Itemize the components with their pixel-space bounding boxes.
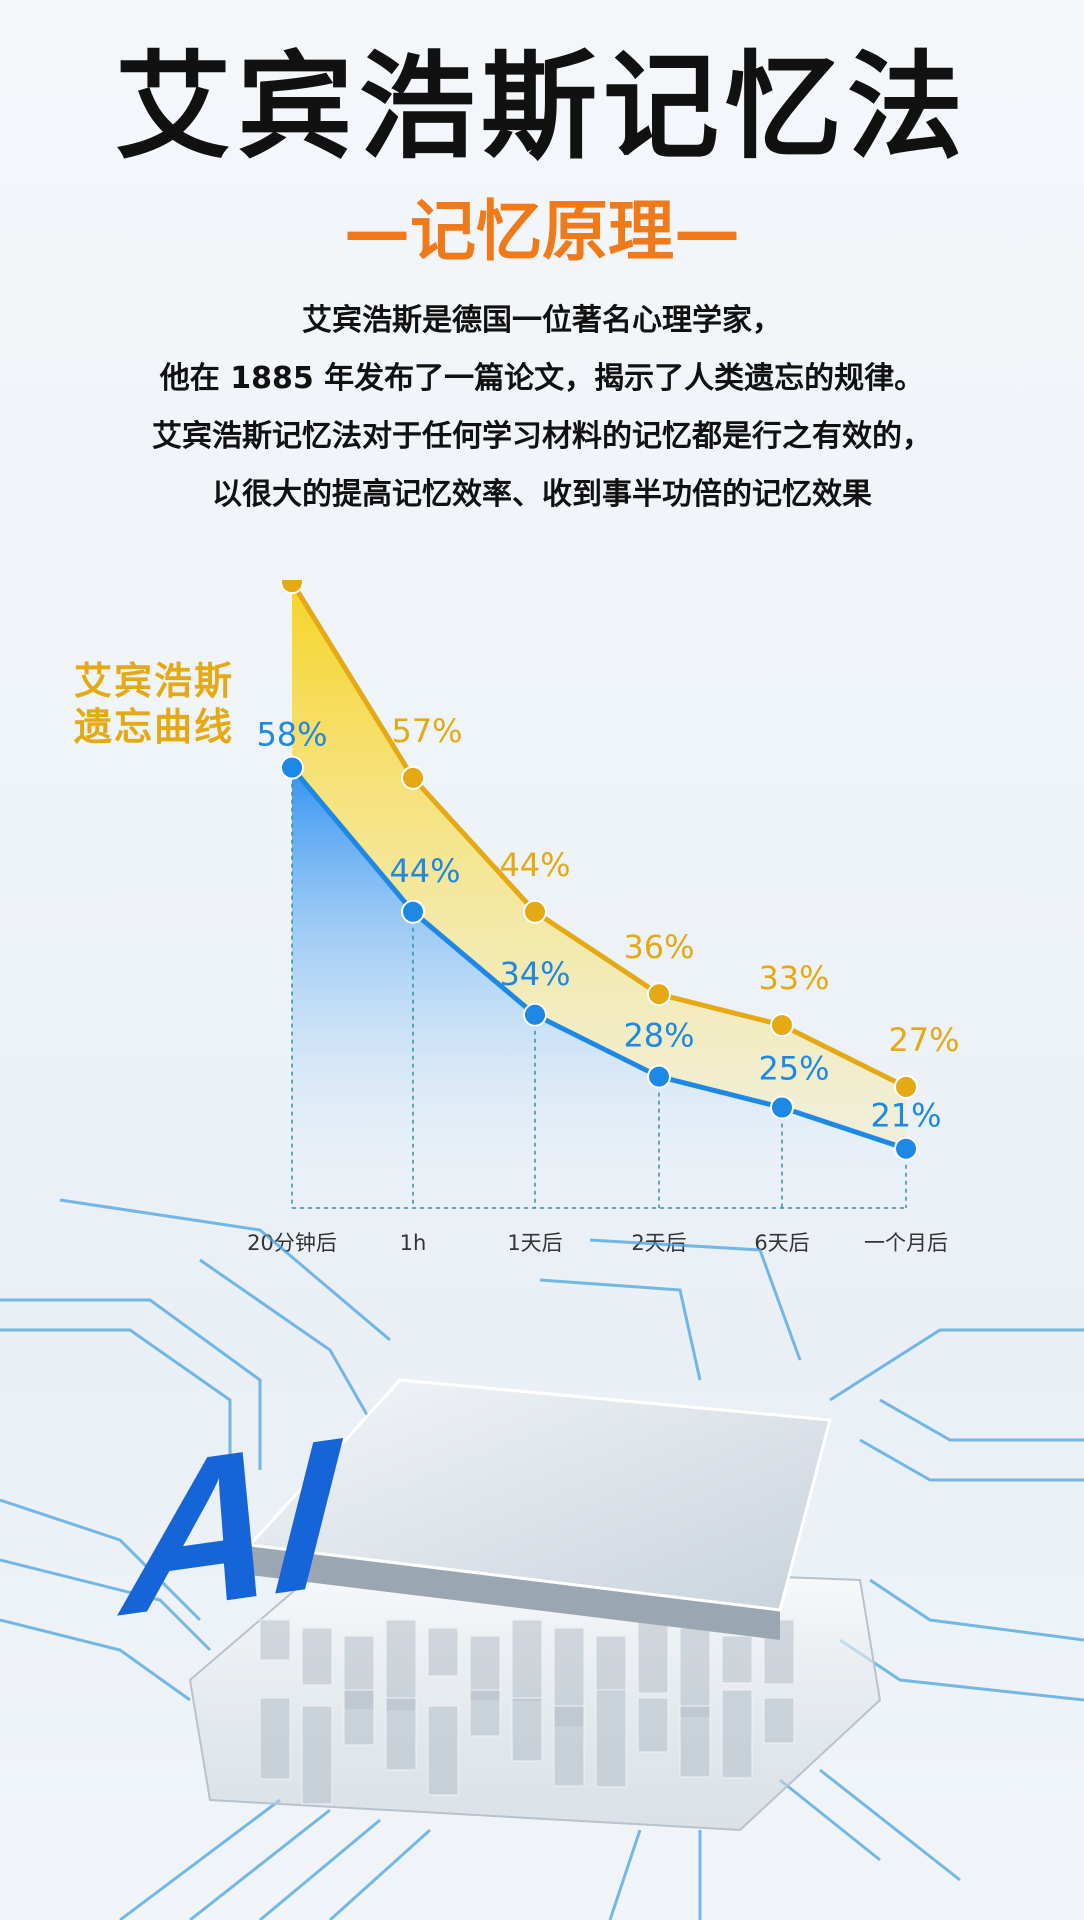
inner-block bbox=[511, 1697, 543, 1762]
chart-title-line: 艾宾浩斯 bbox=[74, 659, 235, 703]
data-point bbox=[523, 899, 547, 924]
circuit-trace bbox=[859, 1438, 1084, 1482]
inner-block bbox=[427, 1627, 459, 1677]
chart-labels: 76%57%44%36%33%27%58%44%34%28%25%21% bbox=[256, 712, 959, 1135]
ai-chip-label: AI bbox=[113, 1392, 346, 1661]
circuit-trace bbox=[0, 1328, 232, 1500]
data-point bbox=[894, 1074, 918, 1099]
data-label: 28% bbox=[623, 1017, 694, 1055]
inner-block bbox=[301, 1627, 333, 1686]
circuit-trace bbox=[879, 1398, 1084, 1442]
circuit-trace bbox=[0, 1558, 212, 1652]
inner-block bbox=[469, 1689, 501, 1737]
data-label: 44% bbox=[499, 846, 570, 884]
area-top-band bbox=[292, 582, 906, 1149]
chart-points bbox=[280, 580, 918, 1161]
data-label: 33% bbox=[758, 959, 829, 997]
circuit-trace bbox=[328, 1828, 432, 1920]
inner-block bbox=[721, 1635, 753, 1684]
inner-block bbox=[763, 1697, 795, 1744]
area-lower bbox=[292, 767, 906, 1208]
inner-block bbox=[427, 1705, 459, 1796]
x-tick-label: 6天后 bbox=[754, 1231, 809, 1255]
data-point bbox=[401, 899, 425, 924]
inner-block bbox=[385, 1619, 417, 1712]
inner-block bbox=[259, 1697, 291, 1780]
circuit-trace bbox=[539, 1278, 702, 1381]
circuit-trace bbox=[119, 1798, 281, 1920]
data-point bbox=[401, 765, 425, 790]
chart-guides bbox=[291, 767, 907, 1209]
intro-text: 艾宾浩斯是德国一位著名心理学家， 他在 1885 年发布了一篇论文，揭示了人类遗… bbox=[0, 292, 1084, 524]
circuit-trace bbox=[869, 1578, 1084, 1642]
circuit-trace bbox=[59, 1198, 391, 1342]
chip-top bbox=[246, 1378, 832, 1640]
ai-chip-illustration: AI bbox=[0, 1198, 1084, 1920]
chart-lines bbox=[289, 580, 908, 1152]
data-label: 21% bbox=[870, 1097, 941, 1135]
x-tick-label: 20分钟后 bbox=[247, 1231, 337, 1255]
circuit-trace bbox=[0, 1498, 202, 1622]
circuit-trace bbox=[608, 1829, 642, 1920]
data-label: 34% bbox=[499, 955, 570, 993]
circuit-trace bbox=[819, 1768, 961, 1882]
circuit-trace bbox=[829, 1328, 1084, 1402]
chart-areas bbox=[292, 582, 906, 1208]
circuit-trace bbox=[189, 1808, 331, 1920]
data-point bbox=[280, 755, 304, 780]
data-point bbox=[770, 1095, 794, 1120]
data-label: 58% bbox=[256, 716, 327, 754]
inner-block bbox=[595, 1635, 627, 1693]
intro-line: 以很大的提高记忆效率、收到事半功倍的记忆效果 bbox=[212, 477, 872, 512]
inner-block bbox=[343, 1689, 375, 1746]
inner-block bbox=[259, 1619, 291, 1661]
circuit-trace bbox=[259, 1818, 381, 1920]
x-tick-label: 1h bbox=[400, 1231, 427, 1255]
data-point bbox=[647, 982, 671, 1007]
data-point bbox=[647, 1064, 671, 1089]
data-point bbox=[894, 1136, 918, 1161]
inner-block bbox=[637, 1697, 669, 1753]
inner-block bbox=[511, 1619, 543, 1703]
inner-block bbox=[595, 1689, 627, 1788]
inner-block bbox=[679, 1705, 711, 1778]
data-label: 36% bbox=[623, 928, 694, 966]
inner-block bbox=[385, 1697, 417, 1771]
series-line-lower bbox=[290, 765, 907, 1152]
circuit-trace bbox=[779, 1778, 881, 1862]
inner-block bbox=[553, 1705, 585, 1787]
inner-block bbox=[637, 1619, 669, 1694]
x-tick-label: 一个月后 bbox=[864, 1231, 948, 1255]
circuit-trace bbox=[199, 1258, 372, 1421]
intro-line: 他在 1885 年发布了一篇论文，揭示了人类遗忘的规律。 bbox=[159, 361, 925, 396]
x-tick-label: 1天后 bbox=[507, 1231, 562, 1255]
chart-title: 艾宾浩斯 遗忘曲线 bbox=[74, 658, 234, 750]
data-point bbox=[770, 1013, 794, 1038]
data-label: 44% bbox=[389, 852, 460, 890]
data-point bbox=[280, 580, 304, 595]
series-line-top bbox=[289, 580, 908, 1090]
data-label: 25% bbox=[758, 1050, 829, 1088]
intro-line: 艾宾浩斯记忆法对于任何学习材料的记忆都是行之有效的， bbox=[152, 419, 932, 454]
inner-block bbox=[301, 1705, 333, 1805]
data-label: 57% bbox=[391, 712, 462, 750]
chart-title-line: 遗忘曲线 bbox=[74, 705, 235, 749]
forgetting-curve-chart: 76%57%44%36%33%27%58%44%34%28%25%21% 20分… bbox=[247, 580, 960, 1255]
data-label: 27% bbox=[888, 1021, 959, 1059]
circuit-trace bbox=[589, 1238, 802, 1361]
page-subtitle: —记忆原理— bbox=[344, 193, 740, 270]
page-title: 艾宾浩斯记忆法 bbox=[115, 40, 969, 175]
inner-block bbox=[679, 1627, 711, 1719]
intro-line: 艾宾浩斯是德国一位著名心理学家， bbox=[302, 303, 782, 338]
circuit-trace bbox=[0, 1298, 262, 1470]
circuit-trace bbox=[0, 1618, 191, 1702]
data-point bbox=[523, 1002, 547, 1027]
chart-xticks: 20分钟后 1h 1天后 2天后 6天后 一个月后 bbox=[247, 1231, 948, 1255]
inner-block bbox=[721, 1689, 753, 1779]
